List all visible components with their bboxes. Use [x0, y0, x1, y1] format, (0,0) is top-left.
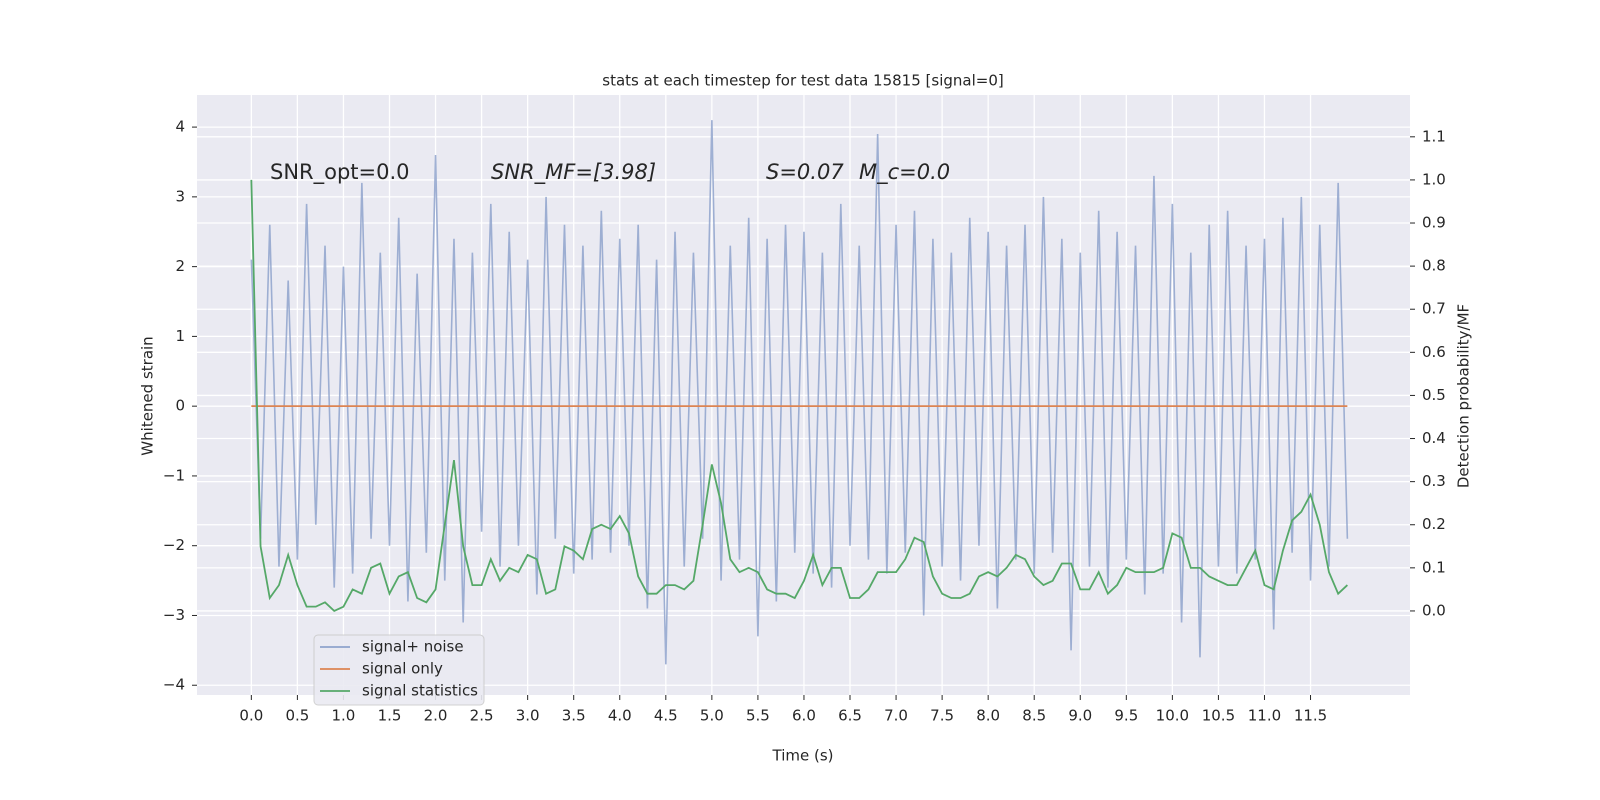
x-tick-label: 0.5 — [285, 707, 309, 725]
y-tick-label: 2 — [175, 257, 185, 275]
y2-tick-label: 0.1 — [1422, 558, 1446, 576]
y2-tick-label: 1.1 — [1422, 127, 1446, 145]
annotation: M_c=0.0 — [859, 160, 950, 185]
y-tick-label: −1 — [163, 466, 185, 484]
y2-tick-label: 0.6 — [1422, 343, 1446, 361]
x-tick-label: 11.0 — [1248, 707, 1281, 725]
legend-label: signal statistics — [362, 682, 478, 700]
annotation: S=0.07 — [766, 160, 844, 184]
x-tick-label: 7.0 — [884, 707, 908, 725]
y2-tick-label: 0.5 — [1422, 386, 1446, 404]
y-tick-label: 0 — [175, 397, 185, 415]
x-tick-label: 1.5 — [378, 707, 402, 725]
x-tick-label: 6.5 — [838, 707, 862, 725]
y2-tick-label: 0.9 — [1422, 214, 1446, 232]
line-series — [250, 120, 1349, 665]
legend-box — [313, 634, 485, 706]
y-tick-label: −4 — [163, 676, 185, 694]
y2-axis-label: Detection probability/MF — [1455, 304, 1473, 488]
x-tick-label: 7.5 — [930, 707, 954, 725]
x-tick-label: 3.5 — [562, 707, 586, 725]
x-tick-label: 3.0 — [516, 707, 540, 725]
y-tick-label: −3 — [163, 606, 185, 624]
x-tick-label: 9.0 — [1068, 707, 1092, 725]
legend-label: signal only — [362, 660, 443, 678]
x-tick-label: 10.0 — [1156, 707, 1189, 725]
annotation: SNR_opt=0.0 — [270, 160, 410, 185]
y-axis-label: Whitened strain — [139, 336, 157, 455]
x-tick-label: 9.5 — [1114, 707, 1138, 725]
x-tick-label: 2.0 — [424, 707, 448, 725]
y2-tick-label: 0.4 — [1422, 429, 1446, 447]
x-tick-label: 6.0 — [792, 707, 816, 725]
y-tick-label: 1 — [175, 327, 185, 345]
x-tick-label: 10.5 — [1202, 707, 1235, 725]
x-tick-label: 1.0 — [332, 707, 356, 725]
x-tick-label: 4.5 — [654, 707, 678, 725]
y2-tick-label: 0.0 — [1422, 601, 1446, 619]
y-tick-label: −2 — [163, 536, 185, 554]
chart-title: stats at each timestep for test data 158… — [602, 72, 1003, 90]
y2-tick-label: 0.8 — [1422, 257, 1446, 275]
y2-tick-label: 1.0 — [1422, 170, 1446, 188]
x-tick-label: 0.0 — [239, 707, 263, 725]
x-tick-label: 5.5 — [746, 707, 770, 725]
y2-tick-label: 0.7 — [1422, 300, 1446, 318]
x-tick-label: 5.0 — [700, 707, 724, 725]
x-tick-label: 8.0 — [976, 707, 1000, 725]
y2-tick-label: 0.2 — [1422, 515, 1446, 533]
legend-label: signal+ noise — [362, 638, 464, 656]
x-tick-label: 2.5 — [470, 707, 494, 725]
y-tick-label: 4 — [175, 118, 185, 136]
annotation: SNR_MF=[3.98] — [491, 160, 656, 185]
x-axis-label: Time (s) — [772, 747, 834, 765]
y2-tick-label: 0.3 — [1422, 472, 1446, 490]
x-tick-label: 11.5 — [1294, 707, 1327, 725]
x-tick-label: 8.5 — [1022, 707, 1046, 725]
y-tick-label: 3 — [175, 187, 185, 205]
line-series — [250, 179, 1348, 613]
x-tick-label: 4.0 — [608, 707, 632, 725]
